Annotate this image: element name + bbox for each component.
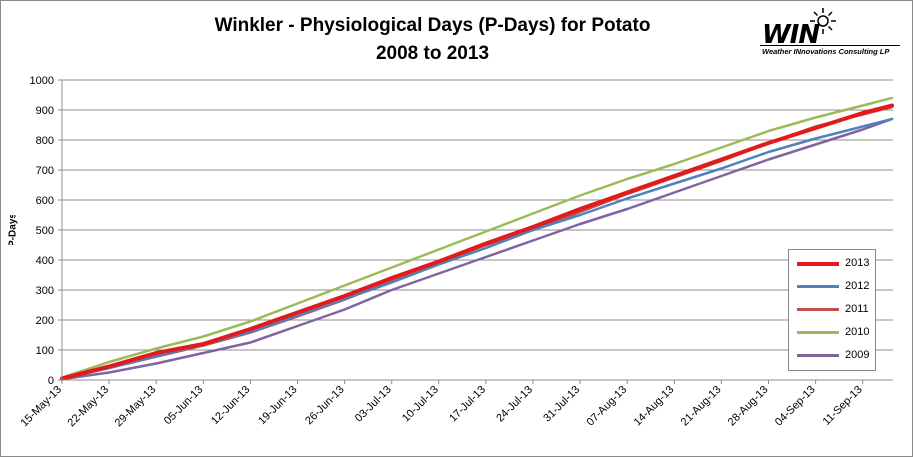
chart-title-line1: Winkler - Physiological Days (P-Days) fo…: [214, 15, 651, 36]
x-tick-label: 07-Aug-13: [585, 384, 630, 429]
y-tick-label: 800: [36, 135, 54, 147]
y-tick-label: 600: [36, 195, 54, 207]
x-tick-label: 10-Jul-13: [400, 384, 441, 425]
legend-swatch: [797, 285, 839, 288]
legend-item-2011: 2011: [797, 302, 873, 316]
x-tick-label: 21-Aug-13: [679, 384, 724, 429]
logo-subtitle: Weather INnovations Consulting LP: [762, 47, 890, 56]
y-axis-label: P-Days: [8, 215, 19, 245]
x-tick-label: 15-May-13: [18, 384, 64, 430]
y-tick-label: 400: [36, 255, 54, 267]
legend-label: 2010: [845, 326, 870, 338]
x-tick-label: 22-May-13: [66, 384, 112, 430]
x-tick-label: 28-Aug-13: [726, 384, 771, 429]
x-tick-label: 12-Jun-13: [209, 384, 253, 428]
series-line-2011: [60, 105, 894, 380]
series-lines: [60, 96, 894, 381]
x-tick-label: 14-Aug-13: [632, 384, 677, 429]
legend-label: 2009: [845, 349, 870, 361]
series-line-2013: [60, 103, 894, 381]
y-tick-label: 100: [36, 345, 54, 357]
x-tick-label: 26-Jun-13: [303, 384, 347, 428]
sun-icon: [810, 8, 836, 34]
y-tick-label: 200: [36, 315, 54, 327]
chart-title: Winkler - Physiological Days (P-Days) fo…: [0, 12, 865, 68]
y-tick-label: 900: [36, 105, 54, 117]
series-line-2009: [60, 117, 894, 381]
x-tick-label: 05-Jun-13: [162, 384, 206, 428]
legend-item-2009: 2009: [797, 348, 873, 362]
x-tick-label: 29-May-13: [113, 384, 159, 430]
axes: [61, 80, 893, 381]
legend-label: 2012: [845, 280, 870, 292]
y-axis-ticks: 0 100 200 300 400 500 600 700 800 900 1000: [30, 75, 62, 387]
x-tick-label: 03-Jul-13: [353, 384, 394, 425]
chart-title-line2: 2008 to 2013: [375, 43, 490, 64]
x-axis-ticks: 15-May-13 22-May-13 29-May-13 05-Jun-13 12-J…: [18, 380, 865, 430]
y-axis-label-text: P-Days: [8, 215, 19, 245]
legend-swatch: [797, 262, 839, 266]
legend-label: 2013: [845, 257, 870, 269]
x-tick-label: 11-Sep-13: [821, 384, 865, 428]
x-tick-label: 24-Jul-13: [494, 384, 535, 425]
x-tick-label: 04-Sep-13: [773, 384, 818, 429]
y-tick-label: 0: [48, 375, 54, 387]
win-logo: WIN Weather INnovations Consulting LP: [760, 6, 910, 58]
series-line-2010: [60, 96, 894, 379]
gridlines: [62, 79, 893, 351]
y-tick-label: 500: [36, 225, 54, 237]
legend-swatch: [797, 354, 839, 357]
legend-swatch: [797, 308, 839, 311]
legend-swatch: [797, 331, 839, 334]
legend-item-2013: 2013: [797, 256, 873, 270]
legend-item-2010: 2010: [797, 325, 873, 339]
logo-rule: [760, 45, 900, 46]
legend-item-2012: 2012: [797, 279, 873, 293]
y-tick-label: 300: [36, 285, 54, 297]
chart-legend: 2013 2012 2011 2010 2009: [788, 249, 876, 371]
legend-label: 2011: [845, 303, 869, 315]
x-tick-label: 17-Jul-13: [447, 384, 488, 425]
y-tick-label: 700: [36, 165, 54, 177]
y-tick-label: 1000: [30, 75, 54, 87]
x-tick-label: 31-Jul-13: [541, 384, 582, 425]
x-tick-label: 19-Jun-13: [256, 384, 300, 428]
